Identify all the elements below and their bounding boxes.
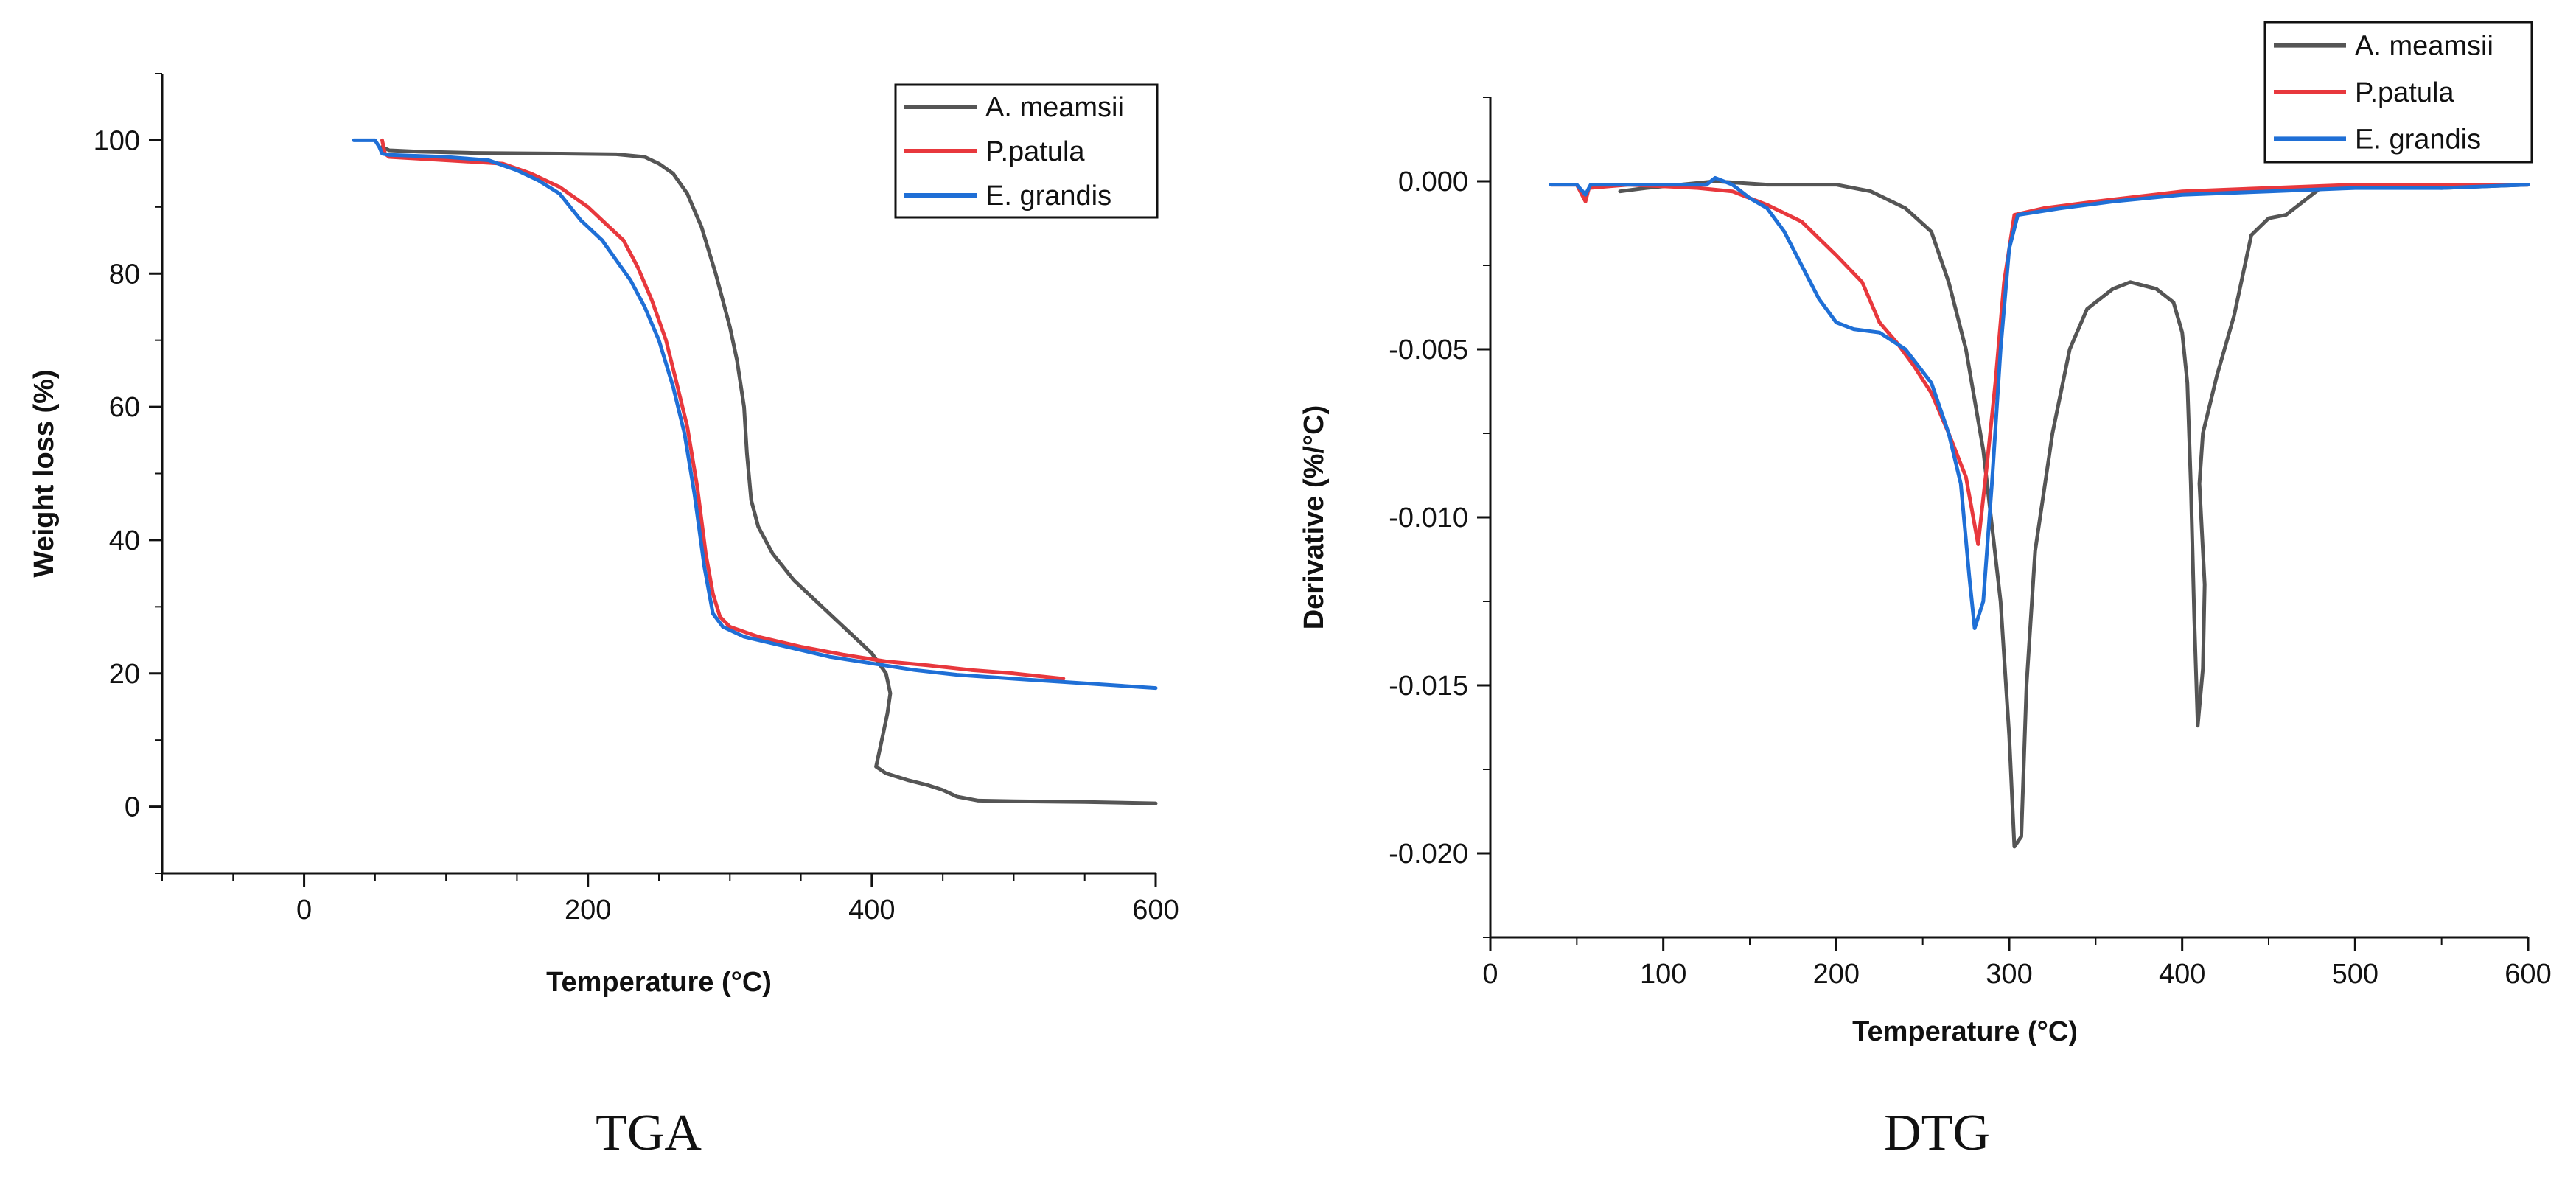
x-tick-label: 0: [1482, 959, 1498, 990]
x-tick-label: 300: [1986, 959, 2032, 990]
legend-label: P.patula: [2355, 77, 2454, 108]
y-tick-label: -0.020: [1389, 839, 1468, 870]
y-tick-label: 20: [109, 659, 140, 690]
series-line-p-patula: [1549, 183, 2530, 546]
legend-label: P.patula: [985, 136, 1085, 167]
legend-label: E. grandis: [2355, 124, 2481, 155]
series-line-a-meamsii: [1618, 179, 2530, 849]
x-tick-label: 0: [296, 895, 312, 926]
series-line-e-grandis: [1549, 175, 2530, 630]
x-tick-label: 200: [1813, 959, 1860, 990]
legend-label: A. meamsii: [2355, 31, 2493, 62]
y-tick-label: 100: [94, 125, 140, 156]
y-tick-label: 0: [125, 792, 140, 823]
x-axis-title: Temperature (°C): [546, 967, 772, 998]
y-tick-label: -0.015: [1389, 671, 1468, 702]
x-tick-label: 500: [2332, 959, 2378, 990]
y-tick-label: 60: [109, 392, 140, 423]
y-tick-label: -0.005: [1389, 335, 1468, 366]
legend-label: A. meamsii: [985, 92, 1124, 123]
y-axis-title: Derivative (%/°C): [1299, 405, 1330, 630]
x-tick-label: 600: [2505, 959, 2551, 990]
chart-caption: DTG: [1884, 1105, 1990, 1161]
chart-caption: TGA: [596, 1105, 702, 1161]
series-line-e-grandis: [352, 138, 1158, 691]
x-tick-label: 400: [848, 895, 895, 926]
x-tick-label: 400: [2159, 959, 2205, 990]
x-tick-label: 200: [565, 895, 611, 926]
legend-label: E. grandis: [985, 181, 1111, 212]
tga-chart: 0 200 400 600 0 20 40 60 80 100 Temperature (°C) We…: [29, 73, 1179, 1161]
y-tick-label: 40: [109, 525, 140, 556]
series-line-p-patula: [380, 138, 1066, 681]
x-axis-title: Temperature (°C): [1852, 1016, 2078, 1047]
y-tick-label: 0.000: [1398, 167, 1468, 198]
y-axis-title: Weight loss (%): [29, 369, 60, 577]
x-tick-label: 600: [1132, 895, 1179, 926]
dtg-chart: 0 100 200 300 400 500 600 0.000 -0.005 -0.010 -0.0…: [1299, 21, 2552, 1161]
y-tick-label: -0.010: [1389, 503, 1468, 534]
y-tick-label: 80: [109, 259, 140, 290]
series-line-a-meamsii: [380, 145, 1158, 805]
x-tick-label: 100: [1640, 959, 1686, 990]
